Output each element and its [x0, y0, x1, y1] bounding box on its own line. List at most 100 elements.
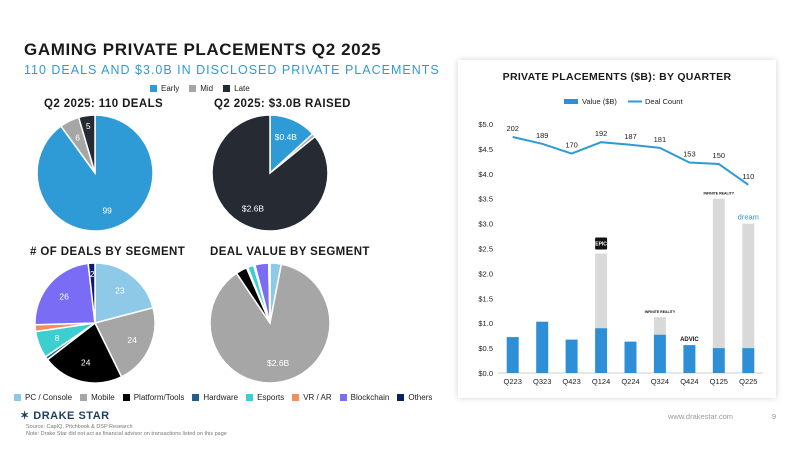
legend-swatch	[122, 394, 130, 401]
bar-value	[653, 334, 666, 373]
y-tick-label: $5.0	[478, 120, 493, 129]
bar-value	[506, 337, 519, 373]
pie-slice-mobile	[93, 306, 156, 378]
legend-label: Mid	[200, 84, 214, 93]
legend-label: Hardware	[203, 393, 239, 402]
page-number: 9	[772, 412, 777, 421]
bar-annotation-logo: INFINITE REALITY	[704, 192, 735, 196]
legend-swatch	[246, 394, 254, 401]
legend-item-early: Early	[150, 84, 179, 93]
deal-count-label: 110	[742, 172, 754, 181]
pie-slice-label: 26	[59, 291, 69, 301]
logo-text: DRAKE STAR	[33, 410, 110, 422]
pie-chart-raised-by-stage: $0.4B $2.6B	[211, 114, 329, 232]
legend-label: Mobile	[91, 393, 115, 402]
source-line: Source: CapIQ, Pitchbook & DSP Research	[26, 424, 133, 430]
pie-slice-label: $2.6B	[242, 204, 265, 214]
legend-item-blockchain: Blockchain	[339, 393, 390, 402]
legend-label: Others	[408, 393, 433, 402]
legend-item-mid: Mid	[189, 84, 213, 93]
bar-value	[683, 345, 696, 373]
bar-value	[742, 348, 755, 373]
pie-title-raised-by-stage: Q2 2025: $3.0B RAISED	[214, 98, 351, 110]
pie-slice-late	[77, 114, 96, 174]
legend-swatch	[150, 85, 157, 92]
bar-line-chart-by-quarter: PRIVATE PLACEMENTS ($B): BY QUARTER Value…	[478, 71, 763, 386]
x-tick-label: Q423	[562, 377, 580, 386]
bar-grey-segment	[595, 253, 608, 329]
deal-count-label: 153	[683, 150, 696, 159]
source-notes: Source: CapIQ, Pitchbook & DSP Research …	[26, 424, 227, 438]
bar-value	[595, 328, 608, 373]
y-tick-label: $2.5	[478, 245, 493, 254]
bar-annotation-logo: dream	[738, 213, 759, 222]
pie-slice-label: 23	[115, 286, 125, 296]
epic-logo-icon	[595, 237, 608, 250]
bar-value	[624, 341, 637, 373]
deal-count-label: 170	[565, 141, 578, 150]
page-title: GAMING PRIVATE PLACEMENTS Q2 2025	[24, 40, 382, 59]
star-icon: ✶	[20, 410, 30, 422]
legend-label: VR / AR	[303, 393, 332, 402]
legend-item-late: Late	[223, 84, 250, 93]
pie-slice-others	[87, 262, 96, 324]
legend-swatch	[292, 394, 300, 401]
x-tick-label: Q223	[504, 377, 522, 386]
pie-slice-blockchain	[34, 262, 96, 326]
deal-count-line	[512, 136, 749, 186]
pie-slice-late	[211, 114, 329, 232]
legend-swatch	[14, 394, 21, 401]
y-tick-label: $3.5	[478, 195, 493, 204]
legend-label: Platform/Tools	[133, 393, 185, 402]
note-line: Note: Drake Star did not act as financia…	[26, 431, 227, 437]
y-tick-label: $2.0	[478, 269, 493, 278]
pie-slice-label: 8	[55, 333, 60, 343]
pie-chart-value-by-segment: $2.6B	[209, 262, 331, 384]
legend-label: PC / Console	[25, 393, 73, 402]
pie-slice-mobile	[209, 263, 331, 384]
legend-swatch-value	[564, 99, 578, 104]
y-tick-label: $4.0	[478, 170, 493, 179]
legend-item-esports: Esports	[246, 393, 284, 402]
legend-label-deal-count: Deal Count	[645, 97, 683, 106]
deal-count-label: 181	[654, 135, 667, 144]
page-subtitle: 110 DEALS AND $3.0B IN DISCLOSED PRIVATE…	[24, 63, 440, 77]
legend-label: Late	[234, 84, 250, 93]
bar-annotation-logo: EPIC	[595, 242, 607, 248]
pie-slice-label: 6	[75, 133, 80, 143]
pie-title-deals-by-segment: # OF DEALS BY SEGMENT	[30, 246, 186, 258]
deal-count-label: 202	[506, 124, 519, 133]
bar-grey-segment	[712, 198, 725, 349]
legend-swatch	[339, 394, 347, 401]
pie-slice-label: 2	[90, 269, 95, 279]
legend-label: Blockchain	[350, 393, 390, 402]
legend-item-others: Others	[397, 393, 432, 402]
drake-star-logo: ✶ DRAKE STAR	[20, 409, 110, 422]
y-tick-label: $0.0	[478, 369, 493, 378]
bar-value	[536, 321, 549, 373]
legend-swatch	[80, 394, 88, 401]
bar-value	[712, 348, 725, 373]
legend-item-vr-ar: VR / AR	[292, 393, 332, 402]
bar-grey-segment	[653, 317, 666, 335]
legend-swatch	[192, 394, 200, 401]
pie-slice-label: $0.4B	[275, 132, 298, 142]
legend-label-value: Value ($B)	[582, 97, 617, 106]
pie-slice-label: 5	[86, 121, 91, 131]
legend-swatch	[397, 394, 405, 401]
bar-annotation-logo: INFINITE REALITY	[645, 310, 676, 314]
legend-item-platform-tools: Platform/Tools	[122, 393, 185, 402]
x-tick-label: Q125	[710, 377, 728, 386]
y-tick-label: $1.0	[478, 319, 493, 328]
legend-item-hardware: Hardware	[192, 393, 238, 402]
legend-item-pc-console: PC / Console	[14, 393, 72, 402]
bar-grey-segment	[742, 223, 755, 349]
pie-chart-deals-by-stage: 99 65	[36, 114, 154, 232]
pie-slice-label: 24	[81, 358, 91, 368]
legend-label: Esports	[257, 393, 285, 402]
deal-count-label: 150	[713, 151, 726, 160]
y-tick-label: $3.0	[478, 220, 493, 229]
bar-annotation-logo: ADVIC	[680, 337, 699, 343]
x-tick-label: Q323	[533, 377, 551, 386]
website-link[interactable]: www.drakestar.com	[668, 412, 734, 421]
